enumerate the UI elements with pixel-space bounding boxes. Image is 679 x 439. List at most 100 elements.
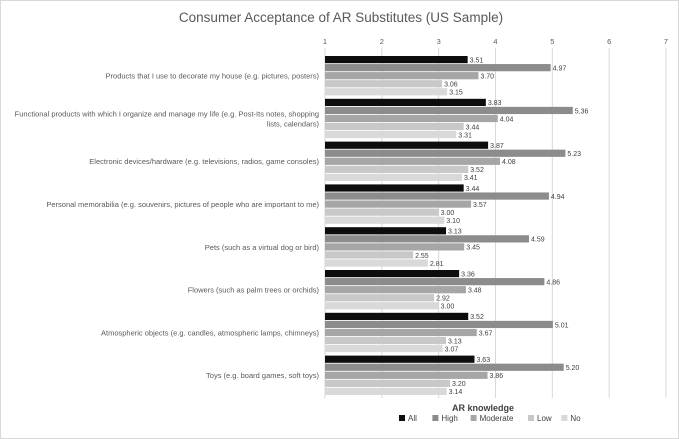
x-axis-ticks: 1 2 3 4 5 6 7 [323,37,668,46]
bar-moderate [325,157,501,165]
bar-low [325,294,435,302]
value-label: 3.44 [466,186,480,193]
bar-no [325,88,448,96]
value-label: 5.01 [555,322,569,329]
value-label: 3.44 [466,124,480,131]
value-label: 4.08 [502,159,516,166]
value-label: 4.97 [553,65,567,72]
value-label: 3.06 [444,82,458,89]
bar-high [325,192,549,200]
value-label: 5.23 [567,151,581,158]
bar-all [325,56,468,64]
value-label: 3.07 [445,346,459,353]
bar-high [325,235,530,243]
value-label: 2.55 [415,253,429,260]
legend-label-moderate: Moderate [480,414,514,423]
bar-low [325,336,447,345]
category-label: Toys (e.g. board games, soft toys) [206,371,319,380]
value-label: 3.45 [466,245,480,252]
bar-moderate [325,286,466,294]
value-label: 3.13 [448,229,462,236]
legend-swatch-no [561,415,568,421]
value-label: 3.36 [461,271,475,278]
category-label: Flowers (such as palm trees or orchids) [188,286,320,295]
category-label: Electronic devices/hardware (e.g. televi… [89,157,319,166]
legend-swatch-moderate [470,415,477,421]
bar-moderate [325,200,472,208]
value-label: 3.70 [480,74,494,81]
bars [325,56,573,395]
bar-low [325,122,464,131]
bar-moderate [325,114,498,123]
bar-all [325,355,475,363]
chart-title: Consumer Acceptance of AR Substitutes (U… [179,10,503,25]
value-label: 3.00 [441,210,455,217]
value-labels: 3.514.973.703.063.153.835.364.043.443.31… [415,57,588,396]
value-label: 3.10 [446,218,460,225]
value-label: 3.15 [449,90,463,97]
bar-high [325,64,551,72]
category-labels: Products that I use to decorate my house… [15,72,320,381]
value-label: 3.63 [476,357,490,364]
value-label: 5.36 [575,108,589,115]
bar-all [325,312,469,320]
legend-items: All High Moderate Low No [399,414,581,423]
value-label: 3.83 [488,100,502,107]
bar-high [325,106,573,115]
bar-moderate [325,328,477,337]
bar-all [325,227,447,235]
legend-swatch-all [399,415,405,421]
category-label: Products that I use to decorate my house… [106,72,320,81]
legend-swatch-low [528,415,534,421]
value-label: 3.87 [490,143,504,150]
bar-high [325,320,553,329]
bar-no [325,173,462,181]
category-label: Pets (such as a virtual dog or bird) [205,243,320,252]
legend-title: AR knowledge [452,403,514,413]
value-label: 3.52 [470,314,484,321]
bar-no [325,302,439,310]
category-label: Personal memorabilia (e.g. souvenirs, pi… [46,200,319,209]
bar-moderate [325,243,465,251]
legend-label-no: No [570,414,581,423]
value-label: 2.81 [430,261,444,268]
value-label: 3.14 [449,389,463,396]
x-tick-label: 6 [607,37,611,46]
bar-no [325,387,447,395]
x-tick-label: 4 [493,37,497,46]
category-label: lists, calendars) [267,119,320,128]
bar-no [325,345,443,353]
x-tick-label: 3 [437,37,441,46]
value-label: 5.20 [566,365,580,372]
bar-all [325,98,486,106]
value-label: 3.67 [479,330,493,337]
bar-low [325,165,469,173]
value-label: 3.51 [470,57,484,64]
bar-no [325,131,457,139]
bar-no [325,259,428,267]
value-label: 3.52 [470,167,484,174]
category-label: Atmospheric objects (e.g. candles, atmos… [101,328,320,337]
legend-swatch-high [432,415,439,421]
bar-no [325,216,445,224]
bar-all [325,141,489,149]
legend-label-all: All [408,414,417,423]
bar-high [325,149,566,157]
bar-moderate [325,72,479,80]
value-label: 4.59 [531,237,545,244]
bar-low [325,80,443,88]
value-label: 3.20 [452,381,466,388]
bar-low [325,379,451,387]
value-label: 3.13 [448,338,462,345]
legend: AR knowledge All High Moderate Low No [399,403,581,423]
bar-low [325,208,439,216]
value-label: 3.57 [473,202,487,209]
value-label: 2.92 [436,296,450,303]
x-tick-label: 1 [323,37,327,46]
category-label: Functional products with which I organiz… [15,109,319,118]
legend-label-low: Low [537,414,552,423]
bar-all [325,270,460,278]
value-label: 3.86 [490,373,504,380]
x-tick-label: 7 [664,37,668,46]
